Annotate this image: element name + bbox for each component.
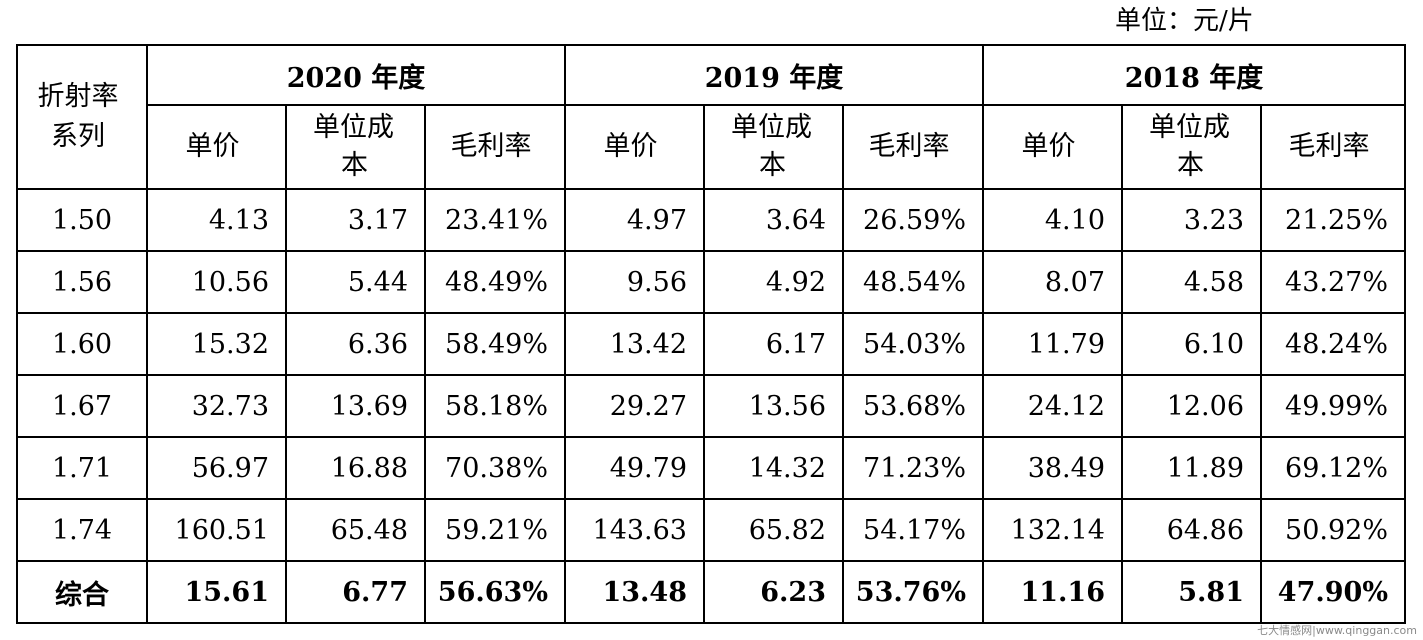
table-row: 1.56 10.56 5.44 48.49% 9.56 4.92 48.54% 8.07 4.5… xyxy=(16,250,1406,314)
value-cell: 5.44 xyxy=(285,250,426,314)
value-cell: 6.17 xyxy=(703,312,844,376)
year-header-2019: 2019 年度 xyxy=(564,44,984,106)
value-cell: 53.76% xyxy=(842,560,984,624)
value-cell: 4.58 xyxy=(1121,250,1262,314)
value-cell: 11.79 xyxy=(982,312,1123,376)
sub-header-gross-margin: 毛利率 xyxy=(1260,104,1406,190)
value-cell: 54.17% xyxy=(842,498,984,562)
value-cell: 24.12 xyxy=(982,374,1123,438)
series-cell: 1.56 xyxy=(16,250,148,314)
value-cell: 11.89 xyxy=(1121,436,1262,500)
sub-header-price: 单价 xyxy=(564,104,705,190)
sub-header-price: 单价 xyxy=(146,104,287,190)
year-header-2018: 2018 年度 xyxy=(982,44,1406,106)
series-cell: 1.50 xyxy=(16,188,148,252)
series-cell: 1.71 xyxy=(16,436,148,500)
value-cell: 48.49% xyxy=(424,250,566,314)
value-cell: 48.24% xyxy=(1260,312,1406,376)
value-cell: 32.73 xyxy=(146,374,287,438)
value-cell: 8.07 xyxy=(982,250,1123,314)
value-cell: 4.13 xyxy=(146,188,287,252)
value-cell: 58.49% xyxy=(424,312,566,376)
sub-header-unit-cost: 单位成本 xyxy=(285,104,426,190)
value-cell: 23.41% xyxy=(424,188,566,252)
value-cell: 3.23 xyxy=(1121,188,1262,252)
year-header-2020: 2020 年度 xyxy=(146,44,566,106)
unit-label: 单位：元/片 xyxy=(1115,6,1254,36)
table-row: 1.50 4.13 3.17 23.41% 4.97 3.64 26.59% 4.10 3.23… xyxy=(16,188,1406,252)
value-cell: 26.59% xyxy=(842,188,984,252)
value-cell: 49.99% xyxy=(1260,374,1406,438)
value-cell: 9.56 xyxy=(564,250,705,314)
series-cell: 1.67 xyxy=(16,374,148,438)
value-cell: 64.86 xyxy=(1121,498,1262,562)
value-cell: 14.32 xyxy=(703,436,844,500)
table-row: 1.71 56.97 16.88 70.38% 49.79 14.32 71.23% 38.4… xyxy=(16,436,1406,500)
table-row: 1.74 160.51 65.48 59.21% 143.63 65.82 54.17% 13… xyxy=(16,498,1406,562)
value-cell: 43.27% xyxy=(1260,250,1406,314)
value-cell: 49.79 xyxy=(564,436,705,500)
value-cell: 50.92% xyxy=(1260,498,1406,562)
gross-margin-table: 折射率 系列 2020 年度 2019 年度 2018 年度 单价 单位成本 毛利… xyxy=(16,44,1406,624)
sub-header-unit-cost: 单位成本 xyxy=(703,104,844,190)
value-cell: 56.63% xyxy=(424,560,566,624)
value-cell: 13.69 xyxy=(285,374,426,438)
value-cell: 15.61 xyxy=(146,560,287,624)
value-cell: 69.12% xyxy=(1260,436,1406,500)
value-cell: 4.92 xyxy=(703,250,844,314)
value-cell: 3.17 xyxy=(285,188,426,252)
watermark-text: 七大情感网|www.qinggan.com xyxy=(1257,624,1417,637)
value-cell: 47.90% xyxy=(1260,560,1406,624)
value-cell: 160.51 xyxy=(146,498,287,562)
value-cell: 6.10 xyxy=(1121,312,1262,376)
value-cell: 58.18% xyxy=(424,374,566,438)
value-cell: 4.97 xyxy=(564,188,705,252)
value-cell: 16.88 xyxy=(285,436,426,500)
value-cell: 48.54% xyxy=(842,250,984,314)
value-cell: 38.49 xyxy=(982,436,1123,500)
value-cell: 4.10 xyxy=(982,188,1123,252)
value-cell: 3.64 xyxy=(703,188,844,252)
value-cell: 10.56 xyxy=(146,250,287,314)
series-cell: 1.74 xyxy=(16,498,148,562)
series-cell: 1.60 xyxy=(16,312,148,376)
value-cell: 13.56 xyxy=(703,374,844,438)
value-cell: 59.21% xyxy=(424,498,566,562)
value-cell: 143.63 xyxy=(564,498,705,562)
value-cell: 5.81 xyxy=(1121,560,1262,624)
value-cell: 15.32 xyxy=(146,312,287,376)
value-cell: 12.06 xyxy=(1121,374,1262,438)
series-header: 折射率 系列 xyxy=(16,44,148,190)
value-cell: 132.14 xyxy=(982,498,1123,562)
value-cell: 71.23% xyxy=(842,436,984,500)
value-cell: 13.42 xyxy=(564,312,705,376)
value-cell: 65.48 xyxy=(285,498,426,562)
value-cell: 6.36 xyxy=(285,312,426,376)
year-header-row: 折射率 系列 2020 年度 2019 年度 2018 年度 xyxy=(16,44,1406,190)
sub-header-unit-cost: 单位成本 xyxy=(1121,104,1262,190)
table-row: 1.60 15.32 6.36 58.49% 13.42 6.17 54.03% 11.79 6… xyxy=(16,312,1406,376)
sub-header-gross-margin: 毛利率 xyxy=(424,104,566,190)
value-cell: 11.16 xyxy=(982,560,1123,624)
table-row: 1.67 32.73 13.69 58.18% 29.27 13.56 53.68% 24.1… xyxy=(16,374,1406,438)
value-cell: 29.27 xyxy=(564,374,705,438)
sub-header-gross-margin: 毛利率 xyxy=(842,104,984,190)
value-cell: 6.77 xyxy=(285,560,426,624)
value-cell: 65.82 xyxy=(703,498,844,562)
value-cell: 54.03% xyxy=(842,312,984,376)
value-cell: 13.48 xyxy=(564,560,705,624)
value-cell: 70.38% xyxy=(424,436,566,500)
value-cell: 56.97 xyxy=(146,436,287,500)
value-cell: 53.68% xyxy=(842,374,984,438)
value-cell: 6.23 xyxy=(703,560,844,624)
value-cell: 21.25% xyxy=(1260,188,1406,252)
total-row: 综合 15.61 6.77 56.63% 13.48 6.23 53.76% 11.16 5.8… xyxy=(16,560,1406,624)
sub-header-price: 单价 xyxy=(982,104,1123,190)
series-cell: 综合 xyxy=(16,560,148,624)
sub-header-row: 单价 单位成本 毛利率 单价 单位成本 毛利率 单价 单位成本 毛利率 xyxy=(17,104,1406,190)
